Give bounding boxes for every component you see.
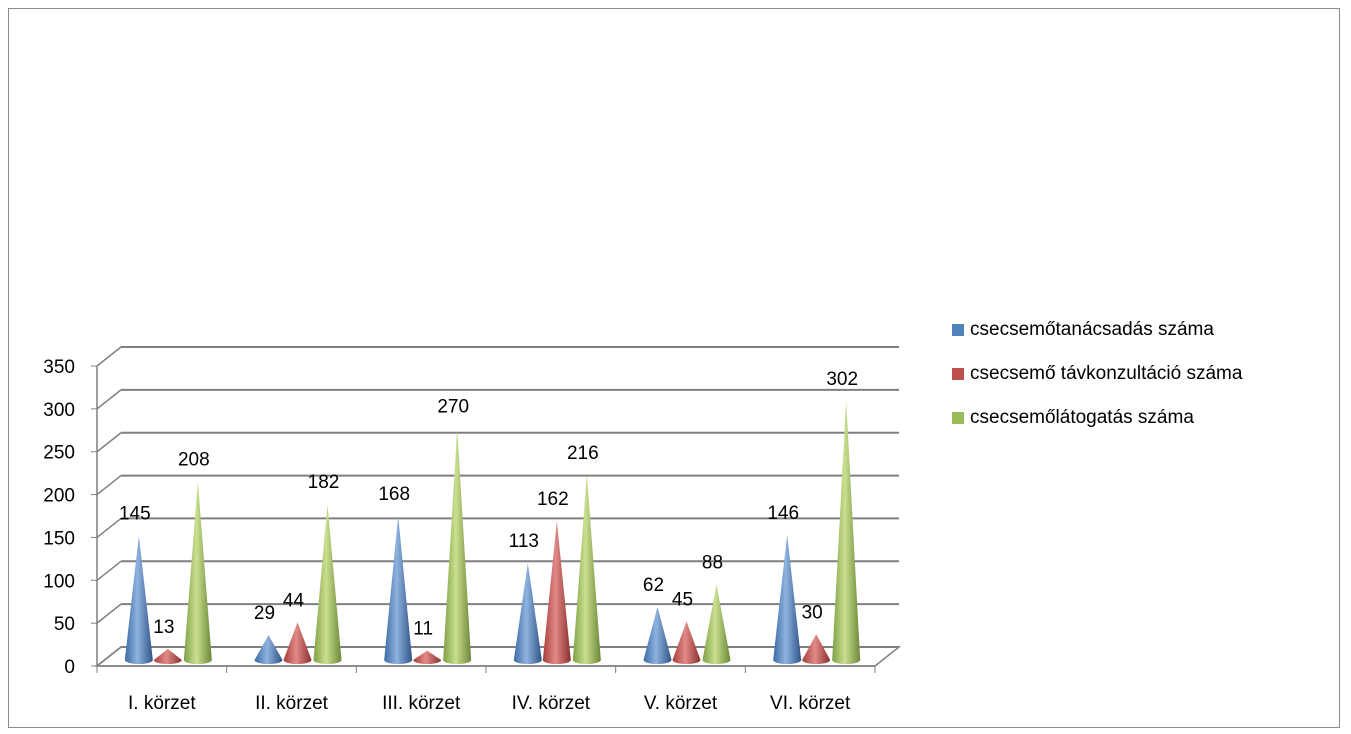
x-tick-label: I. körzet [128,693,196,714]
x-tick-label: II. körzet [255,693,329,714]
data-label: 30 [802,602,823,623]
y-tick-label: 100 [43,571,75,592]
legend-label: csecsemőlátogatás száma [970,407,1194,428]
data-label: 62 [643,575,664,596]
gridlines [94,346,902,667]
legend-label: csecsemőtanácsadás száma [970,319,1214,340]
data-label: 44 [283,590,305,611]
chart-frame [8,8,1340,728]
axes [91,365,876,673]
data-label: 146 [767,503,799,524]
y-tick-label: 300 [43,400,75,421]
legend-item-tanacsadas: csecsemőtanácsadás száma [952,313,1332,347]
data-label: 88 [702,553,723,574]
y-tick-label: 0 [64,657,75,678]
cone-mark [254,635,283,664]
cone-mark [384,516,413,664]
x-tick-label: V. körzet [644,693,718,714]
y-tick-label: 150 [43,528,75,549]
data-label: 162 [537,489,569,510]
legend-swatch-red [952,368,964,380]
data-label: 302 [826,369,858,390]
data-label: 216 [567,443,599,464]
cone-mark [153,648,182,664]
gridline-side [96,389,122,410]
y-tick-label: 250 [43,443,75,464]
data-label: 270 [437,397,469,418]
y-tick-label: 200 [43,486,75,507]
gridline-side [96,432,122,453]
cone-mark [702,584,731,664]
data-label: 11 [413,619,433,640]
legend-label: csecsemő távkonzultáció száma [970,363,1243,384]
cone-mark [802,634,831,664]
cone-mark [124,535,153,664]
x-tick-labels: I. körzet II. körzet III. körzet IV. körzet… [128,693,851,714]
x-tick-label: IV. körzet [512,693,591,714]
data-label: 145 [119,504,151,525]
gridline-side [96,560,122,581]
data-label: 45 [672,589,693,610]
cone-mark [832,401,861,664]
legend-swatch-green [952,412,964,424]
data-label: 113 [509,531,539,552]
cone-mark [643,606,672,664]
data-label: 29 [254,603,275,624]
cone-mark [672,621,701,664]
data-label: 13 [153,617,174,638]
y-tick-label: 350 [43,357,75,378]
cone-mark [413,650,442,664]
gridline-side [96,346,122,367]
x-tick-label: III. körzet [382,693,461,714]
cone-mark [313,504,342,664]
cone-mark [773,534,802,664]
cone-mark [283,622,312,664]
data-label: 208 [178,450,210,471]
gridline-side [96,603,122,624]
legend: csecsemőtanácsadás száma csecsemő távkon… [952,313,1332,445]
legend-item-tavkonzultacio: csecsemő távkonzultáció száma [952,357,1332,391]
cone-mark [183,481,212,664]
cone-mark [443,428,472,664]
y-tick-labels: 0 50 100 150 200 250 300 350 [43,357,75,678]
x-tick-label: VI. körzet [770,693,851,714]
cone-mark [542,521,571,664]
data-labels: 145 29 168 113 62 146 13 44 11 162 45 30 208 182 270 21… [119,369,858,639]
y-tick-label: 50 [54,614,75,635]
data-label: 168 [378,484,410,505]
legend-item-latogatas: csecsemőlátogatás száma [952,401,1332,435]
cone-mark [513,563,542,664]
cone-mark [572,474,601,664]
gridline-side [96,517,122,539]
gridline-side [96,474,122,496]
legend-swatch-blue [952,324,964,336]
cones [124,401,861,664]
data-label: 182 [308,472,340,493]
